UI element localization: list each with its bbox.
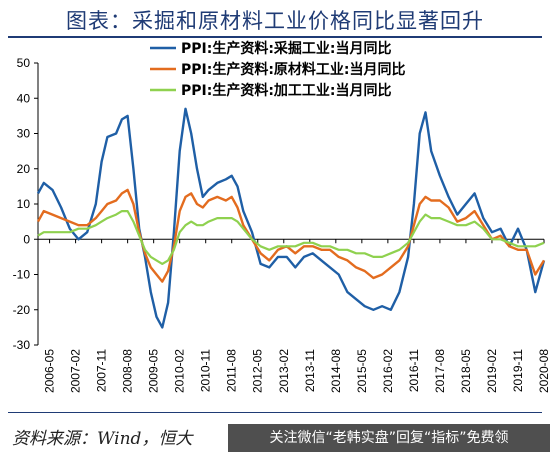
- x-tick-label: 2007-11: [95, 349, 109, 392]
- title-bar: 图表：采掘和原材料工业价格同比显著回升: [0, 0, 550, 40]
- y-tick-label: -10: [13, 268, 31, 282]
- source-divider: [8, 412, 542, 413]
- series-line-2: [36, 188, 546, 283]
- y-tick-labels: -30 -20 -10 0 10 20 30 40 50: [13, 56, 31, 352]
- series-lines: [36, 107, 546, 329]
- y-tick-label: 50: [17, 56, 31, 70]
- x-tick-label: 2020-08: [537, 349, 550, 393]
- x-tick-label: 2014-08: [329, 349, 343, 393]
- x-tick-label: 2010-11: [199, 349, 213, 392]
- x-tick-label: 2019-11: [511, 349, 525, 392]
- x-tick-labels: 2006-05 2007-02 2007-11 2008-08 2009-05 2010-…: [43, 349, 550, 393]
- x-tick-label: 2018-05: [459, 349, 473, 393]
- x-tick-label: 2008-08: [121, 349, 135, 393]
- chart-title: 图表：采掘和原材料工业价格同比显著回升: [66, 9, 484, 33]
- x-tick-label: 2019-02: [485, 349, 499, 393]
- x-tick-label: 2006-05: [43, 349, 57, 393]
- y-tick-label: 20: [17, 162, 31, 176]
- y-tick-label: 30: [17, 127, 31, 141]
- x-tick-label: 2013-02: [277, 349, 291, 393]
- y-tick-label: -20: [13, 303, 31, 317]
- y-tick-label: -30: [13, 338, 31, 352]
- x-tick-label: 2016-02: [381, 349, 395, 393]
- legend: PPI:生产资料:采掘工业:当月同比 PPI:生产资料:原材料工业:当月同比 PPI…: [150, 40, 406, 99]
- title-divider: [8, 36, 542, 38]
- legend-label: PPI:生产资料:原材料工业:当月同比: [181, 61, 406, 78]
- series-line-1: [36, 107, 546, 329]
- x-tick-label: 2011-08: [225, 349, 239, 392]
- axes: [34, 62, 545, 346]
- source-note: 资料来源：Wind，恒大: [12, 429, 193, 449]
- legend-label: PPI:生产资料:加工工业:当月同比: [181, 82, 392, 99]
- promo-banner[interactable]: 关注微信“老韩实盘”回复“指标”免费领: [228, 424, 550, 452]
- x-tick-label: 2012-05: [251, 349, 265, 393]
- x-tick-label: 2009-05: [147, 349, 161, 393]
- x-tick-label: 2015-05: [355, 349, 369, 393]
- legend-label: PPI:生产资料:采掘工业:当月同比: [181, 40, 392, 57]
- y-tick-label: 0: [23, 232, 30, 246]
- y-tick-label: 10: [17, 197, 31, 211]
- line-chart: -30 -20 -10 0 10 20 30 40 50 2006-05 2007-02 2007-…: [13, 40, 550, 393]
- x-tick-label: 2013-11: [303, 349, 317, 392]
- series-line-3: [37, 210, 545, 265]
- y-tick-label: 40: [17, 91, 31, 105]
- x-tick-label: 2007-02: [69, 349, 83, 393]
- x-tick-label: 2010-02: [173, 349, 187, 393]
- x-tick-label: 2017-08: [433, 349, 447, 393]
- x-tick-label: 2016-11: [407, 349, 421, 392]
